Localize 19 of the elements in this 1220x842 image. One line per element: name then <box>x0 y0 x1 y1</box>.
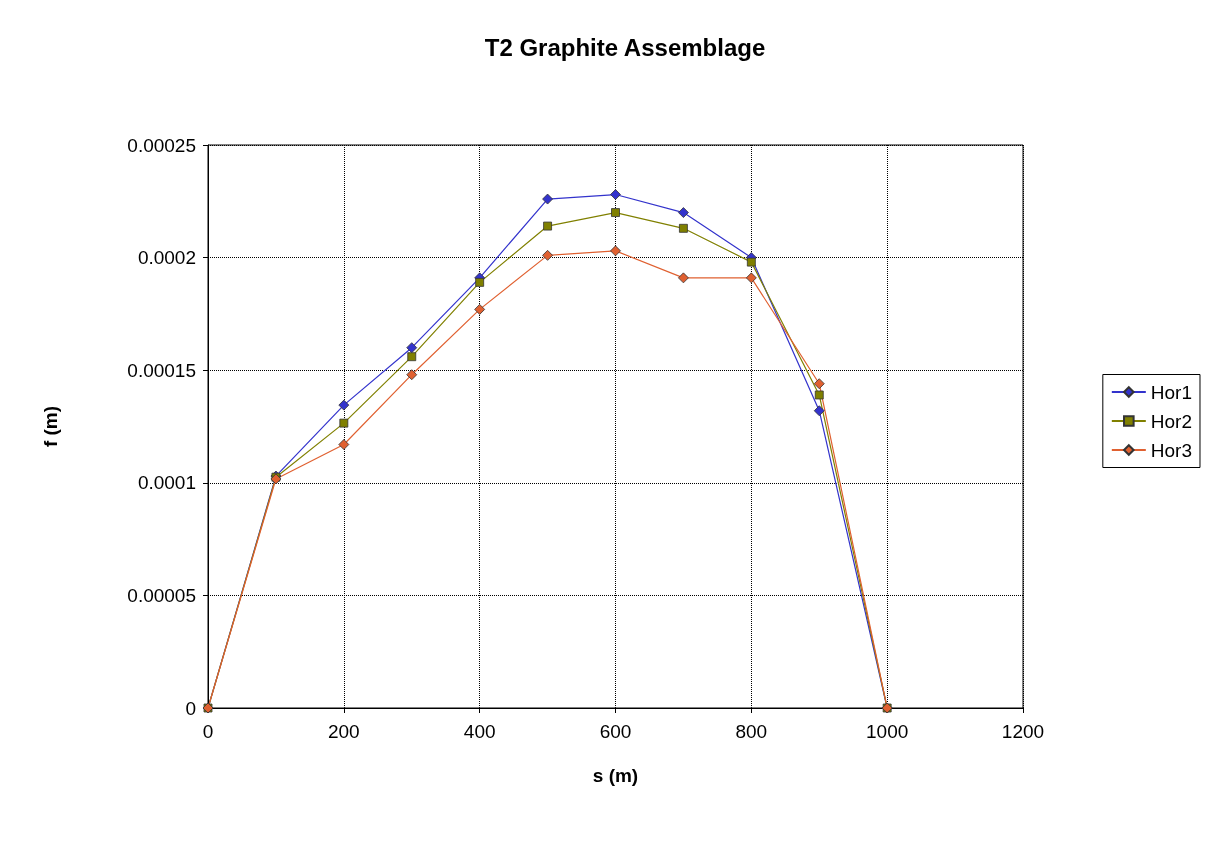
chart-title: T2 Graphite Assemblage <box>484 33 766 61</box>
x-tick-label: 1000 <box>866 721 909 742</box>
y-tick-label: 0.0001 <box>137 472 196 494</box>
x-tick-label: 600 <box>599 721 632 742</box>
y-tick-label: 0.0002 <box>137 247 196 269</box>
legend-label: Hor3 <box>1150 439 1193 461</box>
x-tick-label: 400 <box>463 721 496 742</box>
x-axis-title: s (m) <box>592 765 639 786</box>
x-tick-label: 800 <box>735 721 768 742</box>
y-tick-label: 0.00015 <box>127 359 196 381</box>
x-tick-label: 0 <box>202 721 214 742</box>
x-tick-label: 200 <box>327 721 360 742</box>
legend-label: Hor1 <box>1150 381 1193 403</box>
y-tick-label: 0 <box>185 697 196 719</box>
y-tick-label: 0.00025 <box>127 134 196 156</box>
y-tick-label: 0.00005 <box>127 584 196 606</box>
x-tick-label: 1200 <box>1001 721 1045 742</box>
y-axis-title: f (m) <box>40 405 61 448</box>
legend-label: Hor2 <box>1150 410 1193 432</box>
